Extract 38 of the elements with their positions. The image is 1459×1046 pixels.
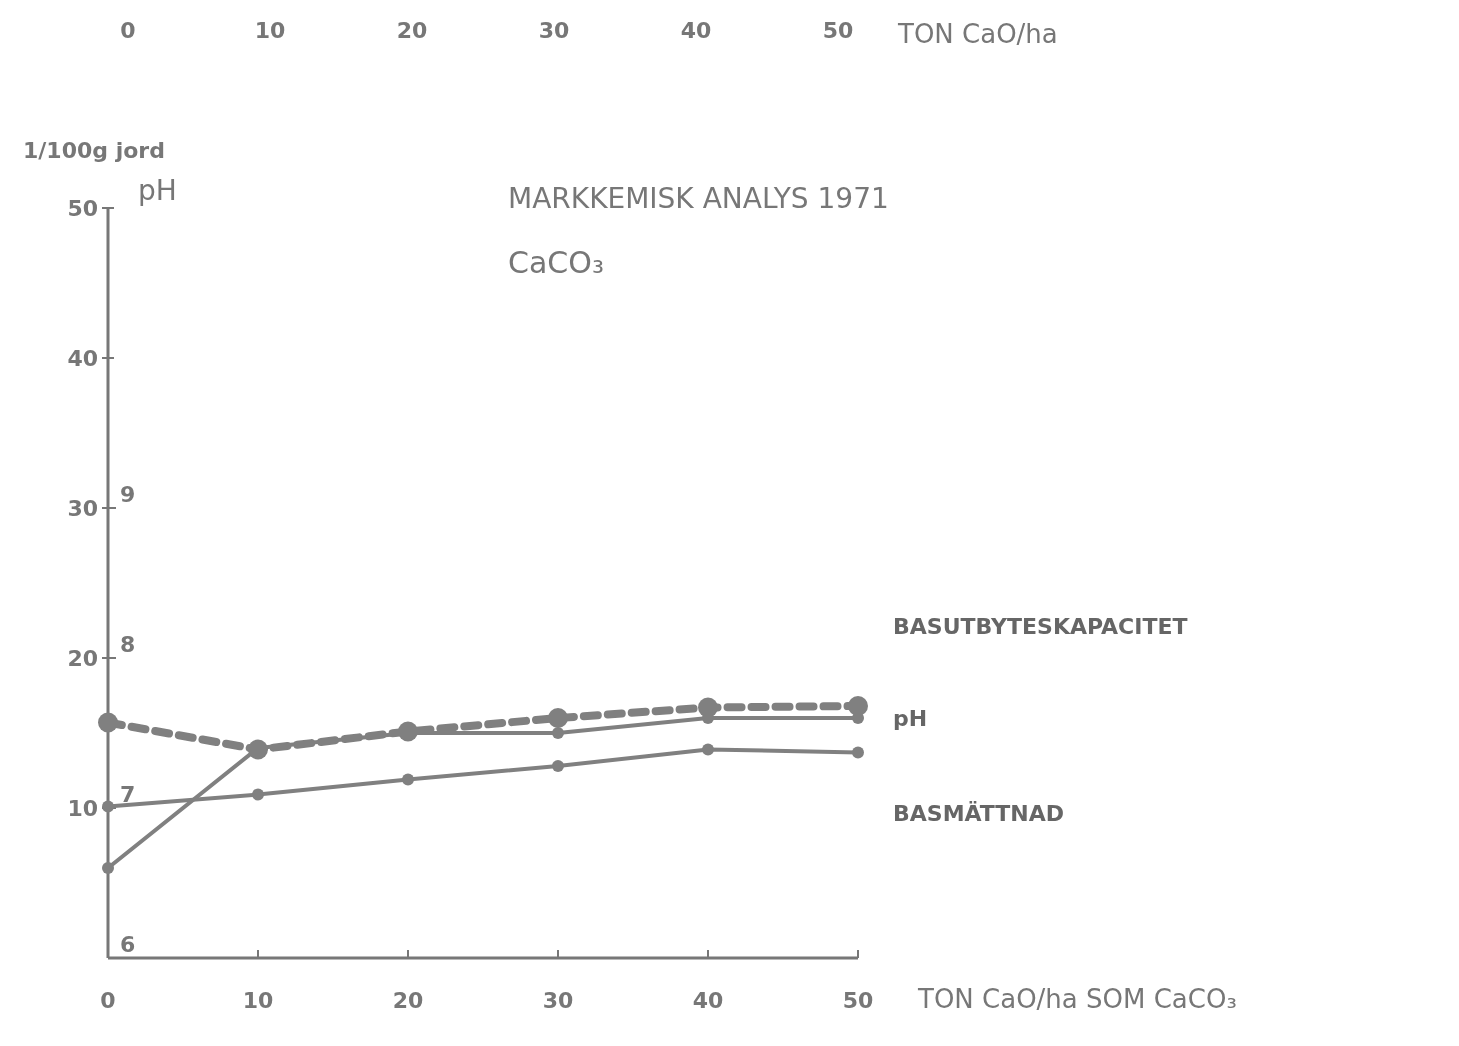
- x-tick-label: 10: [242, 988, 274, 1013]
- text: BASMÄTTNAD: [893, 800, 1065, 826]
- x-tick-label: 20: [392, 988, 424, 1013]
- text: CaCO₃: [508, 245, 604, 280]
- y-tick-label: 20: [67, 646, 98, 671]
- text: BASUTBYTESKAPACITET: [893, 614, 1188, 639]
- point: [852, 746, 864, 759]
- y2-axis-title: pH: [138, 174, 177, 207]
- x2-tick-label: 40: [680, 18, 712, 43]
- x2-axis-title: TON CaO/ha: [897, 19, 1058, 49]
- y-tick-label: 50: [67, 196, 98, 221]
- x-tick-label: 0: [100, 988, 116, 1013]
- x2-tick-label: 10: [254, 18, 286, 43]
- point: [102, 800, 114, 813]
- y-tick-label: 30: [67, 496, 98, 521]
- chart-title: MARKKEMISK ANALYS 1971: [508, 182, 889, 215]
- x2-tick-label: 30: [538, 18, 570, 43]
- y2-tick-label: 7: [120, 782, 136, 807]
- x-tick-label: 30: [542, 988, 574, 1013]
- point: [252, 788, 264, 801]
- y-tick-label: 10: [67, 796, 98, 821]
- point: [402, 773, 414, 786]
- x-tick-label: 40: [692, 988, 724, 1013]
- y2-tick-label: 9: [120, 482, 136, 507]
- x-axis-title: TON CaO/ha SOM CaCO₃: [917, 984, 1237, 1014]
- point: [702, 743, 714, 756]
- y2-tick-label: 6: [120, 932, 136, 957]
- point: [552, 760, 564, 772]
- point: [548, 708, 568, 728]
- point: [98, 712, 118, 733]
- x2-tick-label: 50: [822, 18, 854, 43]
- y-tick-label: 40: [67, 346, 98, 371]
- y2-tick-label: 8: [120, 632, 136, 657]
- x2-tick-label: 20: [396, 18, 428, 43]
- x-tick-label: 50: [842, 988, 874, 1013]
- y-axis-title: 1/100g jord: [23, 138, 165, 163]
- series-label: pH: [893, 706, 928, 731]
- x2-tick-label: 0: [120, 18, 136, 43]
